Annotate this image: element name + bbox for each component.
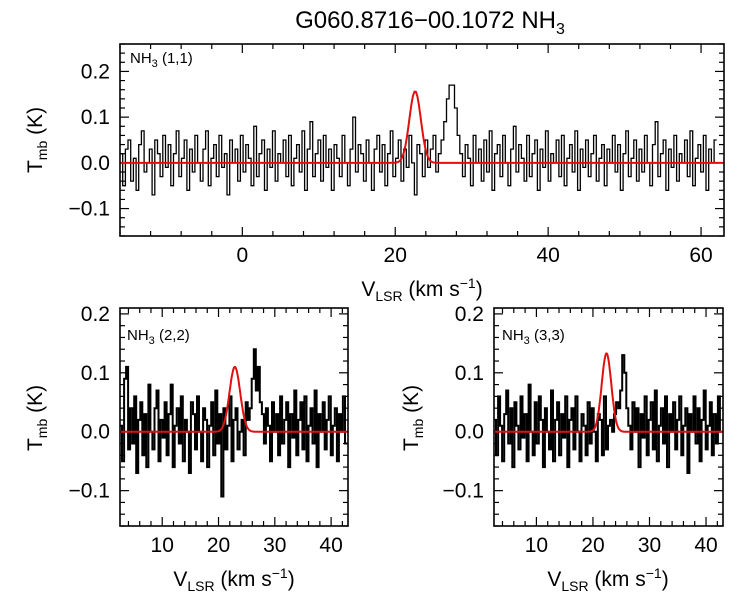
y-tick-label: 0.1 bbox=[81, 106, 110, 129]
panel-label: NH3 (3,3) bbox=[502, 327, 565, 347]
panel-ticks: 10 20 30 40 −0.1 0.0 0.1 0.2 bbox=[69, 303, 348, 557]
x-tick-label: 30 bbox=[263, 534, 286, 557]
panel-nh3-2-2: 10 20 30 40−0.10.00.10.2 NH3 (2,2) Tmb (K) … bbox=[24, 303, 349, 594]
x-tick-label: 0 bbox=[236, 244, 248, 267]
y-tick-label: −0.1 bbox=[443, 480, 484, 503]
gaussian-fit-line bbox=[120, 90, 724, 164]
gaussian-fit-line bbox=[494, 352, 723, 433]
x-tick-label: 20 bbox=[581, 534, 604, 557]
y-tick-label: −0.1 bbox=[69, 480, 110, 503]
y-tick-label: 0.0 bbox=[81, 421, 110, 444]
x-tick-label: 10 bbox=[525, 534, 548, 557]
spectrum-histogram-line bbox=[120, 84, 717, 196]
gaussian-fit-line bbox=[120, 366, 348, 433]
figure-title: G060.8716−00.1072 NH3 bbox=[295, 7, 565, 38]
panel-series bbox=[120, 348, 348, 498]
y-axis-label: Tmb (K) bbox=[24, 107, 50, 173]
y-tick-label: −0.1 bbox=[69, 198, 110, 221]
y-tick-label: 0.1 bbox=[81, 362, 110, 385]
panel-series bbox=[120, 84, 724, 196]
y-tick-label: 0.1 bbox=[455, 362, 484, 385]
panel-nh3-1-1: 0 20 40 60 −0.1 0.0 0.1 0.2 NH3 (1,1) Tmb (K) V… bbox=[24, 43, 725, 304]
panel-label: NH3 (2,2) bbox=[127, 327, 190, 347]
y-axis-label: Tmb (K) bbox=[400, 385, 426, 451]
y-tick-label: 0.0 bbox=[81, 152, 110, 175]
panel-label: NH3 (1,1) bbox=[130, 50, 193, 70]
panel-ticks: 10 20 30 40 −0.1 0.0 0.1 0.2 bbox=[443, 303, 723, 557]
y-tick-label: 0.2 bbox=[455, 303, 484, 326]
y-tick-label: 0.2 bbox=[81, 60, 110, 83]
x-tick-label: 40 bbox=[694, 534, 717, 557]
y-tick-label: 0.0 bbox=[455, 421, 484, 444]
x-tick-label: 40 bbox=[536, 244, 559, 267]
spectrum-histogram-line bbox=[494, 354, 722, 474]
x-tick-label: 20 bbox=[384, 244, 407, 267]
y-tick-label: 0.2 bbox=[81, 303, 110, 326]
panel-nh3-3-3: 10 20 30 40−0.10.00.10.2 NH3 (3,3) Tmb (K) … bbox=[400, 303, 724, 594]
plot-frame bbox=[119, 43, 725, 237]
plot-frame bbox=[119, 307, 349, 527]
plot-frame bbox=[493, 307, 724, 527]
x-tick-label: 60 bbox=[689, 244, 712, 267]
x-tick-label: 20 bbox=[207, 534, 230, 557]
x-tick-label: 40 bbox=[319, 534, 342, 557]
x-axis-label: VLSR (km s−1) bbox=[547, 565, 668, 594]
x-axis-label: VLSR (km s−1) bbox=[173, 565, 294, 594]
panel-series bbox=[494, 352, 723, 474]
x-axis-label: VLSR (km s−1) bbox=[361, 275, 482, 304]
y-axis-label: Tmb (K) bbox=[24, 385, 50, 451]
x-tick-label: 30 bbox=[638, 534, 661, 557]
panel-ticks: 0 20 40 60 −0.1 0.0 0.1 0.2 bbox=[69, 43, 724, 267]
x-tick-label: 10 bbox=[151, 534, 174, 557]
